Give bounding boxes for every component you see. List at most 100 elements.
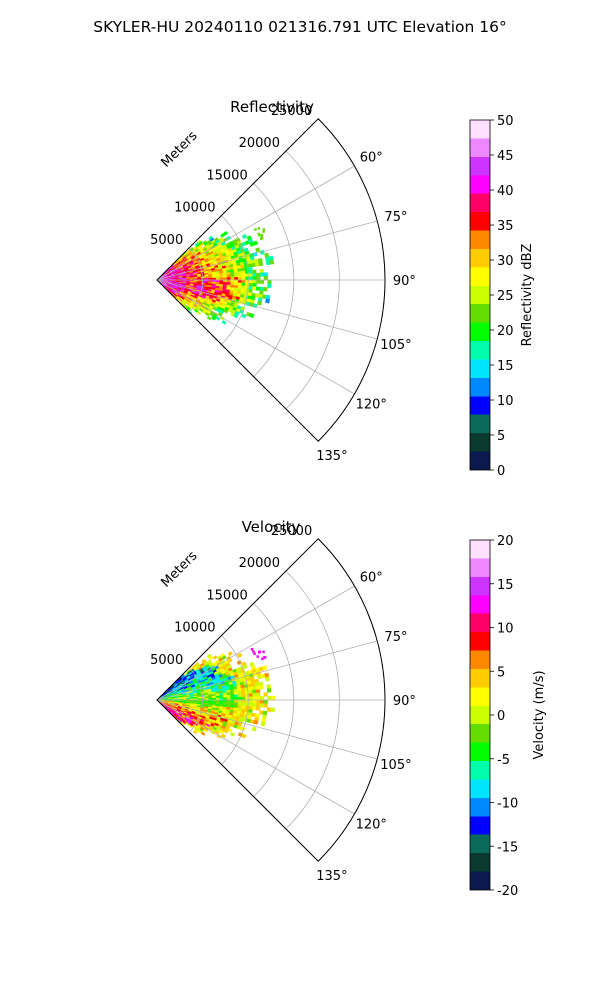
velocity-colorbar-label: Velocity (m/s): [532, 670, 547, 759]
echo-cell: [256, 703, 260, 707]
echo-cell: [259, 711, 263, 715]
echo-cell: [245, 697, 249, 700]
colorbar-tick-label: 15: [497, 359, 514, 374]
colorbar-tick-label: 20: [497, 534, 514, 549]
reflectivity-panel: Reflectivity 50001000015000200002500060°…: [150, 98, 535, 479]
echo-cell: [267, 708, 271, 712]
echo-cell: [253, 703, 257, 707]
echo-cell: [267, 684, 271, 688]
echo-cell: [223, 275, 227, 278]
range-tick-label: 25000: [271, 524, 312, 539]
echo-cell: [264, 276, 268, 280]
echo-cell: [242, 697, 246, 700]
azimuth-tick-label: 75°: [384, 210, 407, 225]
colorbar-tick-label: 0: [497, 709, 505, 724]
echo-cell: [256, 693, 260, 697]
echo-cell: [230, 732, 235, 736]
echo-cell: [216, 276, 220, 278]
velocity-grid: [157, 539, 385, 861]
echo-speck: [254, 228, 257, 231]
echo-cell: [270, 260, 274, 264]
echo-cell: [264, 700, 268, 704]
echo-speck: [264, 656, 267, 659]
colorbar-tick-label: 15: [497, 578, 514, 593]
range-tick-label: 25000: [271, 104, 312, 119]
azimuth-tick-label: 135°: [316, 449, 347, 464]
echo-cell: [260, 287, 264, 291]
colorbar-tick-label: 40: [497, 184, 514, 199]
echo-cell: [260, 280, 264, 284]
echo-cell: [245, 694, 249, 697]
echo-cell: [241, 271, 245, 274]
echo-cell: [253, 700, 257, 703]
echo-cell: [256, 273, 260, 277]
echo-cell: [231, 703, 235, 706]
echo-cell: [238, 703, 242, 706]
colorbar-tick-label: -15: [497, 840, 518, 855]
echo-cell: [230, 272, 234, 275]
echo-cell: [238, 697, 242, 700]
azimuth-tick-label: 60°: [360, 570, 383, 585]
range-tick-label: 5000: [150, 653, 183, 668]
echo-cell: [231, 275, 235, 278]
echo-cell: [238, 274, 242, 277]
echo-cell: [242, 274, 246, 277]
range-tick-label: 10000: [174, 201, 215, 216]
echo-cell: [249, 277, 253, 280]
echo-cell: [234, 277, 238, 280]
echo-cell: [268, 696, 272, 700]
echo-cell: [238, 280, 242, 283]
echo-cell: [220, 275, 224, 277]
echo-cell: [259, 685, 263, 689]
echo-cell: [256, 287, 260, 291]
echo-cell: [253, 273, 257, 277]
echo-speck: [253, 653, 256, 656]
echo-cell: [201, 732, 205, 736]
echo-cell: [262, 665, 267, 670]
echo-cell: [268, 280, 272, 284]
echo-cell: [197, 311, 201, 315]
echo-cell: [248, 267, 252, 271]
echo-cell: [249, 280, 253, 283]
reflectivity-range-axis-label: Meters: [159, 128, 201, 170]
echo-cell: [238, 691, 242, 694]
range-tick-label: 20000: [239, 136, 280, 151]
echo-cell: [234, 697, 238, 700]
echo-cell: [260, 704, 264, 708]
velocity-colorbar-ramp: [470, 540, 490, 890]
echo-cell: [234, 700, 238, 703]
colorbar-tick-label: 25: [497, 289, 514, 304]
echo-cell: [261, 722, 265, 726]
echo-speck: [263, 228, 266, 231]
echo-cell: [234, 283, 238, 286]
colorbar-tick-label: 0: [497, 464, 505, 479]
echo-cell: [249, 283, 253, 286]
echo-cell: [265, 677, 269, 681]
echo-cell: [242, 280, 246, 283]
echo-cell: [271, 696, 275, 700]
echo-cell: [231, 283, 235, 286]
echo-cell: [257, 696, 261, 700]
echo-cell: [249, 706, 253, 710]
echo-cell: [216, 696, 220, 698]
echo-speck: [262, 651, 265, 654]
colorbar-tick-label: 5: [497, 429, 505, 444]
echo-cell: [234, 272, 238, 275]
echo-cell: [249, 270, 253, 274]
echo-cell: [238, 700, 242, 703]
azimuth-tick-label: 105°: [380, 338, 411, 353]
echo-cell: [260, 700, 264, 704]
echo-cell: [245, 687, 249, 691]
azimuth-tick-label: 120°: [356, 818, 387, 833]
colorbar-tick-label: -10: [497, 797, 518, 812]
echo-cell: [253, 277, 257, 280]
echo-cell: [223, 695, 227, 698]
reflectivity-colorbar-ramp: [470, 120, 490, 470]
page-title: SKYLER-HU 20240110 021316.791 UTC Elevat…: [93, 18, 507, 36]
range-tick-label: 20000: [239, 556, 280, 571]
range-tick-label: 15000: [206, 168, 247, 183]
echo-cell: [234, 692, 238, 695]
echo-cell: [213, 655, 217, 659]
